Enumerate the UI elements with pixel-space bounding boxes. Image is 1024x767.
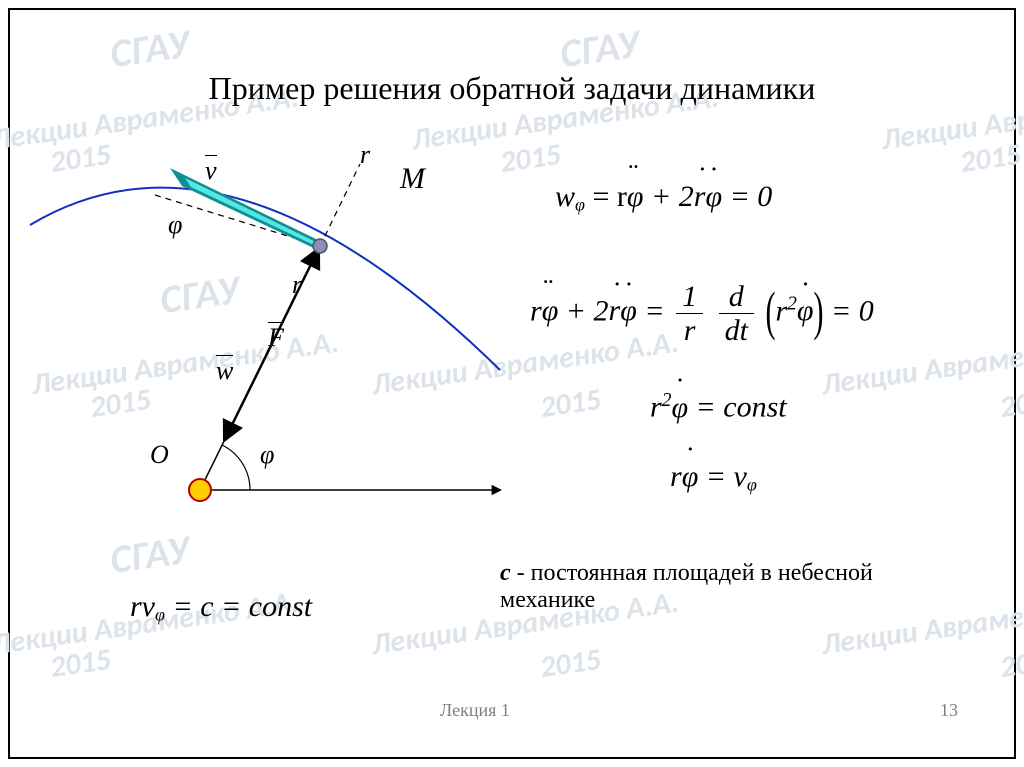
equation-4: rφ = vφ bbox=[670, 460, 757, 496]
footer-page: 13 bbox=[940, 700, 958, 721]
dynamics-diagram bbox=[0, 0, 1024, 767]
label-M: M bbox=[400, 162, 425, 196]
label-r-upper: r bbox=[360, 140, 370, 170]
label-phi-upper: φ bbox=[168, 210, 182, 240]
label-phi-lower: φ bbox=[260, 440, 274, 470]
note-areal-constant: c - постоянная площадей в небесной механ… bbox=[500, 560, 930, 614]
equation-5: rvφ = c = const bbox=[130, 590, 312, 626]
equation-3: r2φ = const bbox=[650, 390, 787, 425]
label-w: w bbox=[216, 355, 233, 386]
label-v: v bbox=[205, 155, 217, 186]
footer-lecture: Лекция 1 bbox=[440, 700, 510, 721]
equation-2: rφ + 2rφ = 1r ddt (r2φ) = 0 bbox=[530, 280, 874, 347]
label-r-mid: r bbox=[292, 270, 302, 300]
label-O: O bbox=[150, 440, 169, 470]
equation-1: wφ = rφ + 2rφ = 0 bbox=[555, 180, 772, 216]
label-F: F bbox=[268, 322, 284, 353]
